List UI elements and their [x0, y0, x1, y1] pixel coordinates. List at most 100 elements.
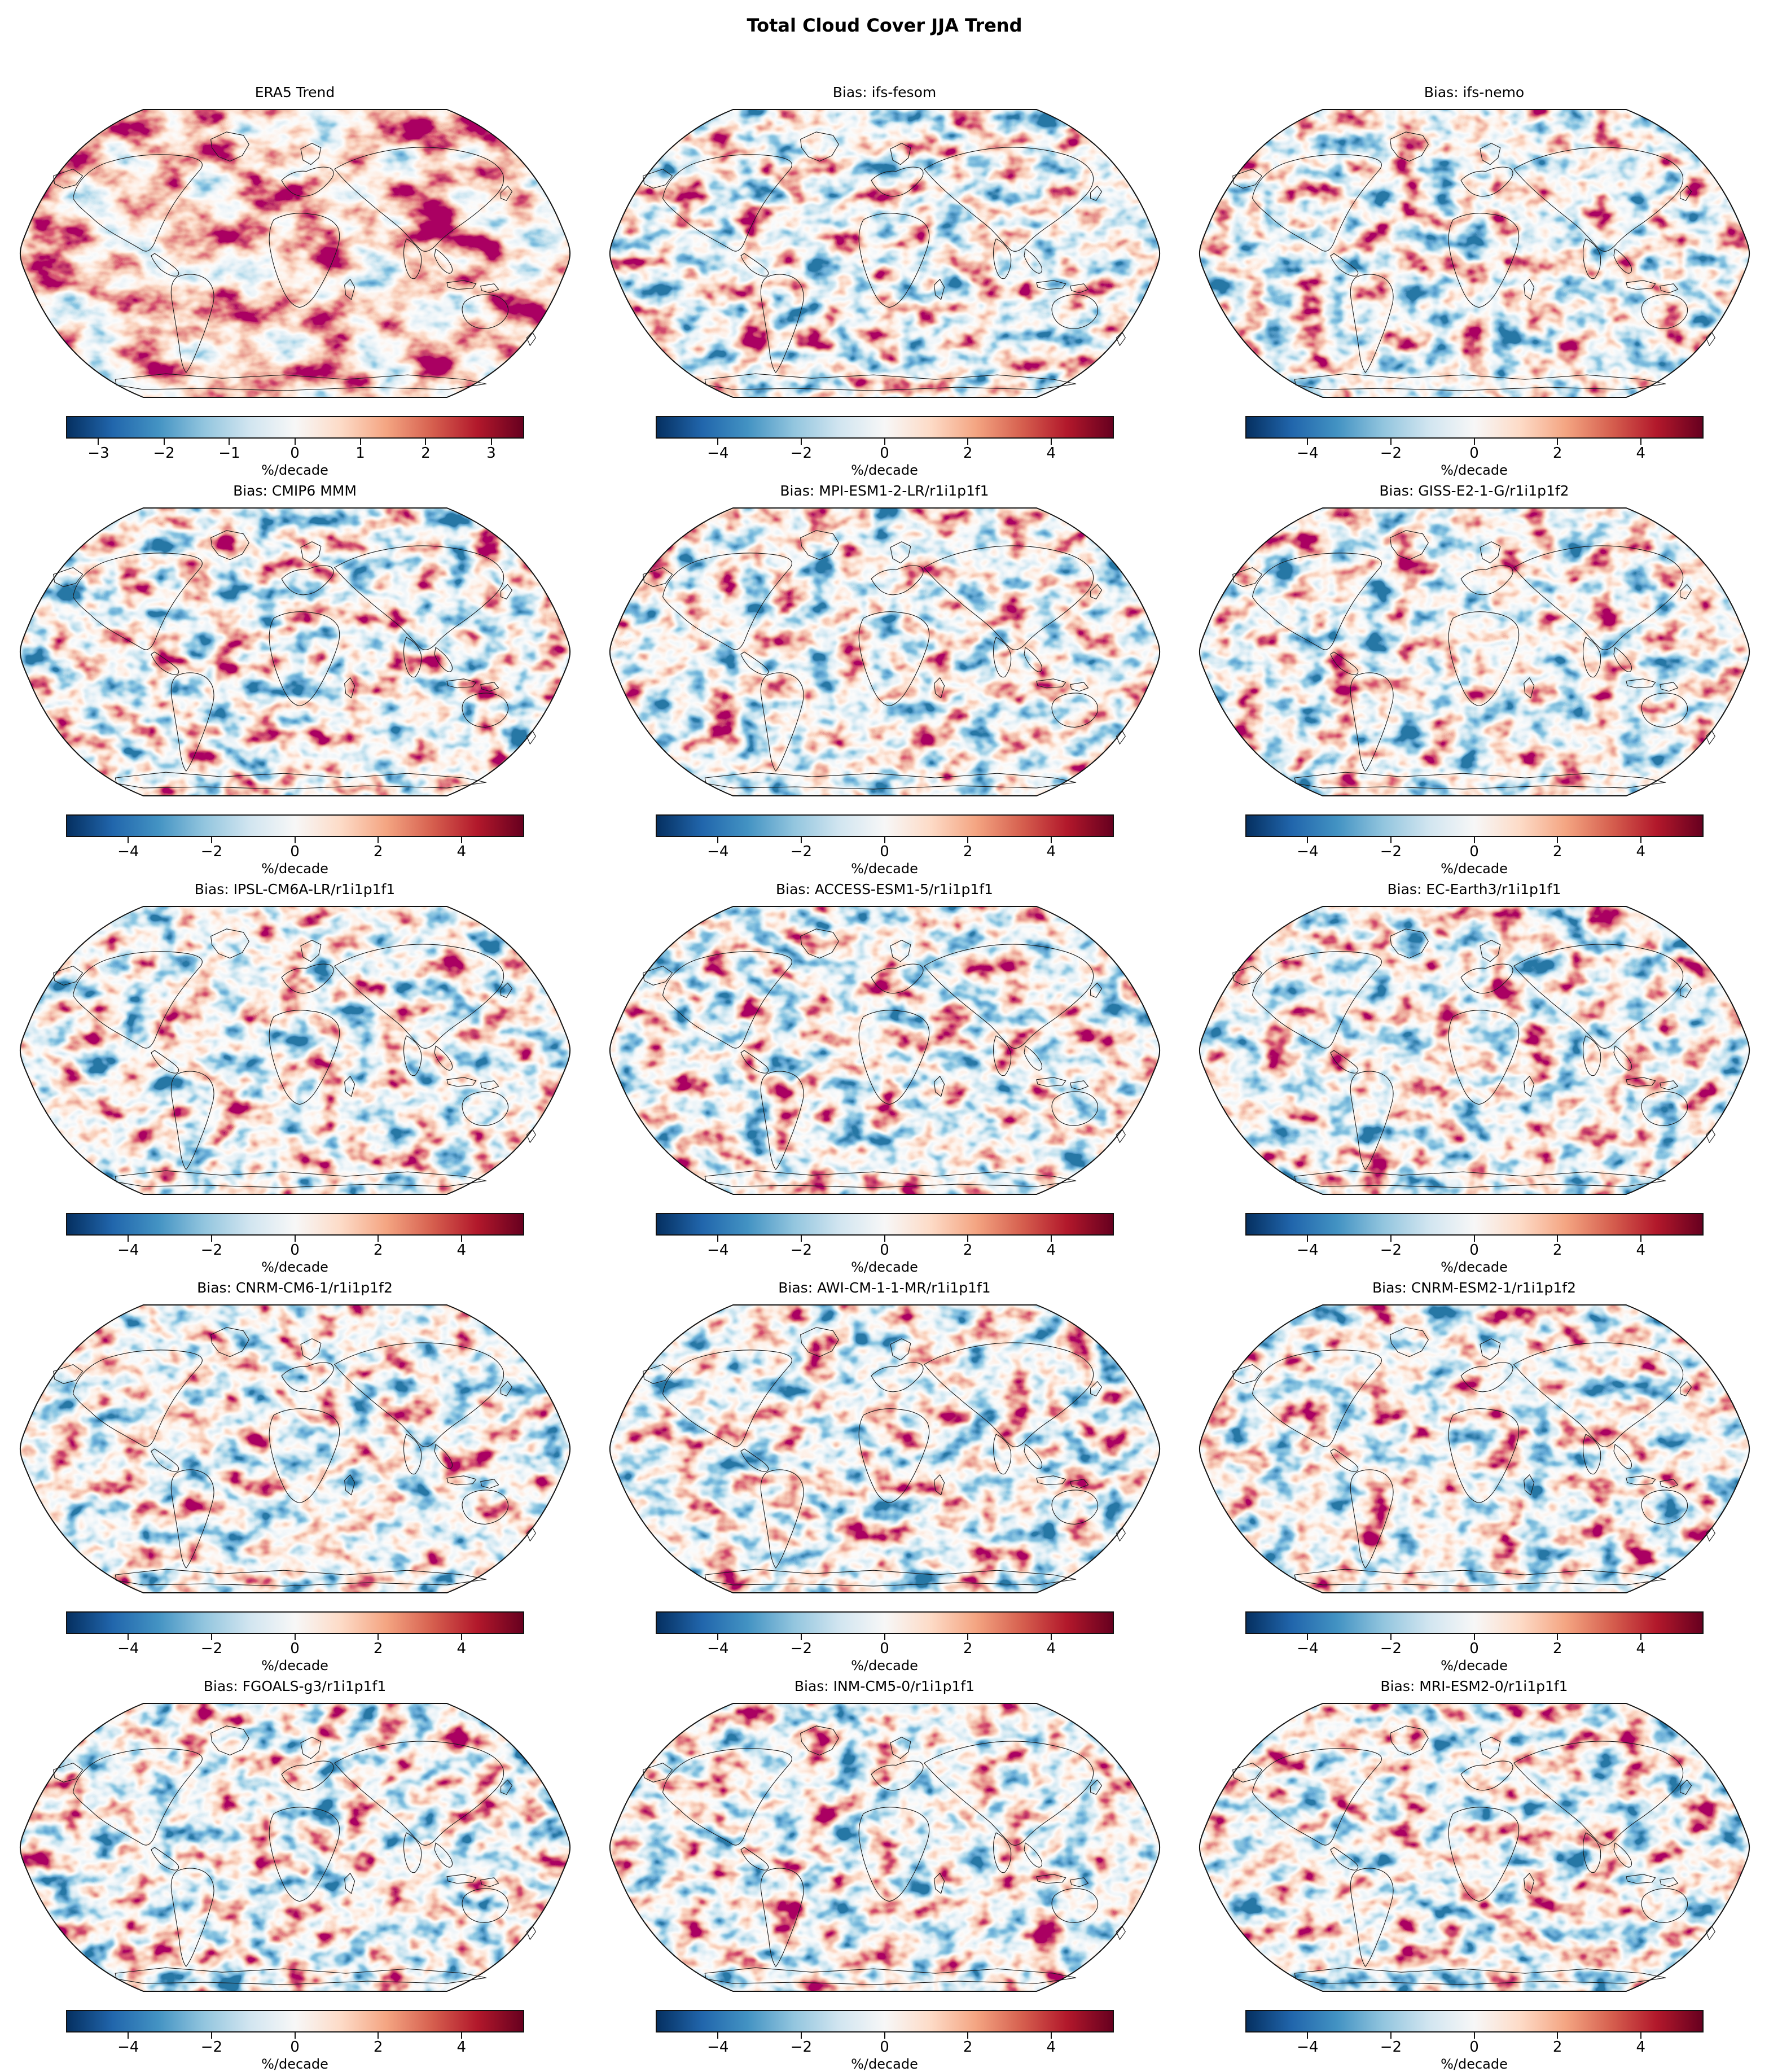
map-panel: Bias: CMIP6 MMM −4 −2 0 2 4 %/decade [0, 474, 590, 877]
projection-outline [1199, 905, 1750, 1195]
robinson-map-svg [19, 1304, 570, 1594]
robinson-map-svg [609, 108, 1160, 398]
colorbar-tick-mark [1473, 1236, 1475, 1242]
colorbar-gradient [655, 2010, 1114, 2032]
cloud-trend-field [20, 109, 570, 398]
colorbar-tick-label: −4 [117, 843, 139, 860]
cloud-trend-field [1199, 109, 1749, 398]
panel-title: Bias: IPSL-CM6A-LR/r1i1p1f1 [194, 881, 396, 897]
colorbar-tick-mark [1557, 1236, 1559, 1242]
colorbar-tick-label: 0 [880, 843, 889, 860]
colorbar-unit-label: %/decade [261, 462, 328, 478]
cloud-trend-field [20, 1304, 570, 1593]
colorbar-tick-label: −2 [200, 1640, 223, 1657]
colorbar-tick-label: 4 [1046, 843, 1056, 860]
coastlines [1232, 132, 1715, 391]
colorbar: −4 −2 0 2 4 %/decade [65, 814, 524, 877]
colorbar-tick-label: 4 [1636, 843, 1646, 860]
panel-title: Bias: CNRM-ESM2-1/r1i1p1f2 [1372, 1280, 1576, 1296]
colorbar-tick-label: 4 [456, 2039, 467, 2056]
world-map [1195, 905, 1754, 1196]
colorbar-tick-label: 4 [1636, 2039, 1646, 2056]
projection-outline [19, 108, 570, 398]
colorbar-tick-mark [1307, 837, 1309, 843]
colorbar-tick-label: 2 [373, 843, 383, 860]
colorbar-unit-label: %/decade [851, 861, 918, 877]
colorbar-tick-mark [460, 1634, 462, 1640]
colorbar-tick-label: −4 [1297, 1242, 1319, 1259]
figure-title: Total Cloud Cover JJA Trend [747, 15, 1022, 36]
colorbar-tick-label: 2 [963, 2039, 973, 2056]
colorbar-tick-label: 2 [963, 1640, 973, 1657]
map-panel: Bias: GISS-E2-1-G/r1i1p1f2 −4 −2 0 2 4 %/dec… [1179, 474, 1769, 877]
colorbar-tick-label: −2 [790, 2039, 813, 2056]
colorbar: −4 −2 0 2 4 %/decade [655, 1611, 1114, 1674]
colorbar-tick-mark [377, 1634, 379, 1640]
coastlines [52, 1725, 536, 1985]
colorbar-unit-label: %/decade [851, 2056, 918, 2072]
map-panel: Bias: ifs-fesom −4 −2 0 2 4 %/decade [590, 76, 1179, 478]
colorbar-ticks: −4 −2 0 2 4 [66, 1236, 524, 1259]
colorbar-tick-mark [967, 1634, 969, 1640]
colorbar-tick-mark [460, 1236, 462, 1242]
colorbar-tick-mark [1390, 1236, 1392, 1242]
colorbar-tick-mark [460, 2032, 462, 2039]
colorbar-tick-label: 4 [1636, 1242, 1646, 1259]
colorbar-tick-mark [1473, 1634, 1475, 1640]
map-panel: Bias: CNRM-CM6-1/r1i1p1f2 −4 −2 0 2 4 %/deca… [0, 1271, 590, 1674]
colorbar-tick-label: 2 [373, 2039, 383, 2056]
panel-title: Bias: CMIP6 MMM [233, 483, 357, 499]
projection-outline [609, 108, 1160, 398]
colorbar-tick-mark [717, 439, 719, 445]
colorbar-unit-label: %/decade [1441, 2056, 1508, 2072]
colorbar-tick-label: 2 [1552, 445, 1562, 462]
colorbar-tick-label: −4 [1297, 1640, 1319, 1657]
colorbar-unit-label: %/decade [261, 1259, 328, 1275]
colorbar-ticks: −4 −2 0 2 4 [1245, 1634, 1704, 1657]
map-panel: Bias: AWI-CM-1-1-MR/r1i1p1f1 −4 −2 0 2 4 %/d… [590, 1271, 1179, 1674]
world-map [15, 507, 575, 798]
colorbar-unit-label: %/decade [261, 1658, 328, 1674]
projection-outline [1199, 1304, 1750, 1594]
coastlines [52, 928, 536, 1188]
colorbar-ticks: −4 −2 0 2 4 [656, 439, 1114, 462]
colorbar-tick-mark [717, 837, 719, 843]
colorbar-gradient [65, 814, 524, 837]
robinson-map-svg [19, 108, 570, 398]
colorbar-tick-label: 4 [1046, 1242, 1056, 1259]
colorbar-tick-mark [294, 439, 296, 445]
colorbar-gradient [65, 2010, 524, 2032]
world-map [605, 1702, 1165, 1993]
colorbar-tick-label: −2 [1380, 843, 1402, 860]
colorbar-tick-label: −2 [200, 843, 223, 860]
cloud-trend-field [609, 906, 1160, 1195]
colorbar-tick-mark [128, 1236, 129, 1242]
colorbar-tick-label: 2 [1552, 1640, 1562, 1657]
colorbar-tick-label: 1 [355, 445, 365, 462]
colorbar: −4 −2 0 2 4 %/decade [1245, 416, 1704, 478]
colorbar-tick-label: 2 [963, 445, 973, 462]
colorbar-tick-label: 2 [963, 1242, 973, 1259]
coastlines [52, 530, 536, 790]
world-map [605, 905, 1165, 1196]
colorbar-gradient [655, 416, 1114, 439]
coastlines [1232, 1327, 1715, 1587]
colorbar-tick-label: 0 [290, 1242, 300, 1259]
colorbar-tick-label: −1 [218, 445, 240, 462]
panel-grid: ERA5 Trend −3 −2 −1 0 1 2 3 %/decade Bias: ifs… [0, 76, 1769, 2072]
cloud-trend-field [1199, 507, 1749, 796]
colorbar-tick-mark [884, 837, 885, 843]
colorbar-tick-mark [800, 439, 802, 445]
colorbar-tick-mark [1473, 837, 1475, 843]
colorbar-tick-label: −4 [707, 843, 729, 860]
colorbar-tick-mark [377, 837, 379, 843]
colorbar-tick-label: 4 [1046, 1640, 1056, 1657]
colorbar-tick-mark [229, 439, 230, 445]
colorbar-tick-label: 0 [1469, 2039, 1479, 2056]
colorbar-ticks: −4 −2 0 2 4 [66, 2032, 524, 2056]
cloud-trend-field [1199, 1304, 1749, 1593]
cloud-trend-field [609, 1304, 1160, 1593]
colorbar-tick-mark [1050, 1236, 1052, 1242]
colorbar-tick-mark [1557, 1634, 1559, 1640]
colorbar-tick-mark [967, 1236, 969, 1242]
